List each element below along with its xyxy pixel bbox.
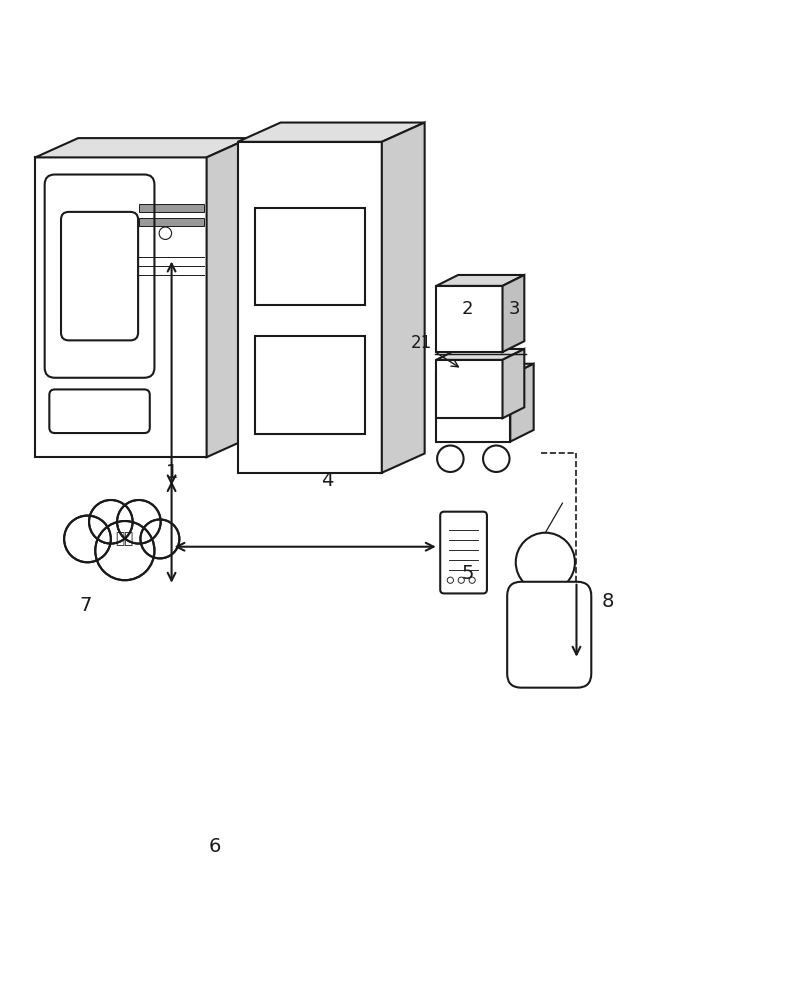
Circle shape: [437, 445, 464, 472]
Text: 5: 5: [461, 564, 474, 583]
Text: 4: 4: [321, 471, 334, 490]
Circle shape: [515, 533, 575, 592]
Polygon shape: [133, 163, 210, 284]
Polygon shape: [238, 123, 425, 142]
Polygon shape: [503, 275, 524, 352]
Polygon shape: [510, 364, 534, 442]
Polygon shape: [503, 349, 524, 418]
Polygon shape: [35, 138, 249, 157]
Circle shape: [140, 519, 179, 558]
Circle shape: [483, 445, 509, 472]
Polygon shape: [436, 275, 524, 286]
Bar: [255, 208, 364, 305]
Circle shape: [89, 500, 133, 544]
Text: 1: 1: [165, 463, 178, 482]
Polygon shape: [382, 123, 425, 473]
Polygon shape: [238, 142, 382, 473]
Polygon shape: [436, 375, 510, 442]
FancyBboxPatch shape: [507, 582, 591, 688]
Polygon shape: [207, 138, 249, 457]
Text: 网络: 网络: [116, 531, 134, 546]
Text: 7: 7: [79, 596, 92, 615]
Text: 3: 3: [508, 300, 520, 318]
Text: 6: 6: [209, 837, 220, 856]
Polygon shape: [66, 516, 179, 570]
Bar: [139, 218, 205, 226]
FancyBboxPatch shape: [440, 512, 487, 593]
Polygon shape: [436, 349, 524, 360]
Circle shape: [64, 516, 111, 562]
Bar: [139, 204, 205, 212]
Text: 21: 21: [411, 334, 458, 367]
Polygon shape: [35, 157, 207, 457]
Polygon shape: [133, 146, 240, 163]
Polygon shape: [436, 360, 503, 418]
Circle shape: [95, 521, 154, 580]
Text: 8: 8: [601, 592, 614, 611]
Polygon shape: [210, 146, 240, 284]
Text: 2: 2: [462, 300, 473, 318]
Polygon shape: [436, 364, 534, 375]
Polygon shape: [436, 286, 503, 352]
Circle shape: [117, 500, 161, 544]
Bar: [255, 336, 364, 434]
